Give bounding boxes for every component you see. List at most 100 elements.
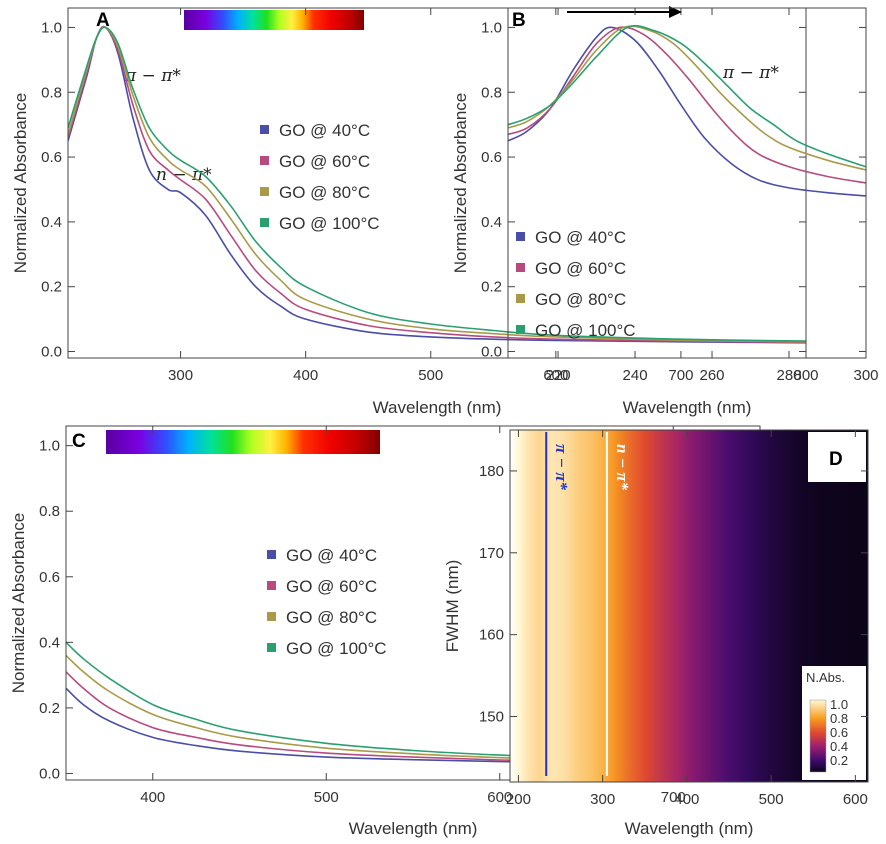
x-tick-label: 300 (853, 367, 878, 384)
y-tick-label: 160 (479, 627, 504, 644)
x-tick-label: 500 (759, 791, 784, 808)
colorbar-tick-label: 0.2 (830, 753, 848, 768)
plot-frame (67, 7, 807, 359)
x-axis-title: Wavelength (nm) (349, 819, 478, 838)
legend-swatch (267, 612, 276, 621)
legend-swatch (260, 187, 269, 196)
x-tick-label: 240 (623, 367, 648, 384)
y-tick-label: 0.6 (39, 569, 60, 586)
colorbar-tick-label: 0.6 (830, 725, 848, 740)
x-tick-label: 500 (418, 367, 443, 384)
colorbar-title: N.Abs. (806, 670, 845, 685)
y-tick-label: 0.8 (481, 84, 502, 101)
y-axis-title: Normalized Absorbance (9, 513, 28, 693)
legend-swatch (260, 125, 269, 134)
colorbar-tick-label: 1.0 (830, 697, 848, 712)
y-tick-label: 0.2 (41, 279, 62, 296)
panel-b: π − π* GO @ 40°C GO @ 60°C GO @ 80°C GO @ 1… (451, 6, 879, 417)
x-axis-title: Wavelength (nm) (623, 398, 752, 417)
legend-label: GO @ 60°C (286, 577, 377, 596)
colorbar (809, 699, 827, 773)
x-tick-label: 400 (674, 791, 699, 808)
x-tick-label: 600 (543, 367, 568, 384)
y-tick-label: 0.4 (41, 214, 62, 231)
legend-swatch (267, 581, 276, 590)
y-axis-title: Normalized Absorbance (451, 93, 470, 273)
colorbar-tick-label: 0.8 (830, 711, 848, 726)
shift-arrow-head (669, 6, 682, 18)
y-tick-label: 170 (479, 545, 504, 562)
x-tick-label: 400 (293, 367, 318, 384)
plot-frame (509, 429, 869, 783)
panel-letter: C (72, 431, 86, 452)
y-tick-label: 0.0 (39, 765, 60, 782)
marker-label: n − π* (613, 444, 632, 491)
x-tick-label: 200 (506, 791, 531, 808)
y-tick-label: 0.0 (481, 344, 502, 361)
legend-swatch (516, 294, 525, 303)
legend-swatch (516, 325, 525, 334)
x-tick-label: 220 (546, 367, 571, 384)
panel-a: π − π* n − π* GO @ 40°CGO @ 60°CGO @ 80°… (11, 7, 819, 417)
legend-label: GO @ 100°C (286, 639, 387, 658)
legend-swatch (516, 263, 525, 272)
panel-letter: A (96, 10, 110, 31)
y-tick-label: 1.0 (41, 19, 62, 36)
y-tick-label: 1.0 (481, 19, 502, 36)
y-axis-title: Normalized Absorbance (11, 93, 30, 273)
y-tick-label: 1.0 (39, 438, 60, 455)
x-tick-label: 600 (487, 789, 512, 806)
legend-label: GO @ 100°C (279, 214, 380, 233)
legend-label: GO @ 40°C (279, 121, 370, 140)
legend-label: GO @ 100°C (535, 321, 636, 340)
x-tick-label: 280 (776, 367, 801, 384)
panel-letter: D (829, 449, 843, 470)
y-tick-label: 0.8 (39, 503, 60, 520)
y-tick-label: 180 (479, 463, 504, 480)
legend-swatch (267, 550, 276, 559)
x-tick-label: 700 (661, 789, 686, 806)
x-tick-label: 600 (843, 791, 868, 808)
x-tick-label: 700 (668, 367, 693, 384)
series-line (508, 24, 866, 168)
series-line (508, 26, 866, 197)
x-tick-label: 800 (793, 367, 818, 384)
panel-d: π − π* n − π* N.Abs. 1.00.80.60.40.2 200 300 4… (443, 429, 869, 838)
annotation-pi-pi-a: π − π* (124, 66, 181, 86)
x-tick-label: 260 (700, 367, 725, 384)
y-tick-label: 150 (479, 709, 504, 726)
legend-swatch (516, 232, 525, 241)
legend-label: GO @ 60°C (279, 152, 370, 171)
panel-c: GO @ 40°C GO @ 60°C GO @ 80°C GO @ 100°C 400… (9, 425, 761, 838)
panel-letter: B (512, 10, 526, 31)
y-tick-label: 0.8 (41, 84, 62, 101)
plot-frame (507, 7, 867, 359)
legend-label: GO @ 40°C (286, 546, 377, 565)
legend-label: GO @ 80°C (535, 290, 626, 309)
annotation-pi-pi-b: π − π* (722, 63, 779, 83)
y-tick-label: 0.6 (481, 149, 502, 166)
x-tick-label: 400 (140, 789, 165, 806)
x-axis-title: Wavelength (nm) (625, 819, 754, 838)
legend-label: GO @ 80°C (286, 608, 377, 627)
x-tick-label: 300 (168, 367, 193, 384)
x-axis-title: Wavelength (nm) (373, 398, 502, 417)
legend-label: GO @ 80°C (279, 183, 370, 202)
x-tick-label: 300 (590, 791, 615, 808)
series-line (508, 26, 866, 184)
y-tick-label: 0.4 (39, 634, 60, 651)
spectrum-bar-c (106, 430, 380, 454)
legend-swatch (267, 643, 276, 652)
y-tick-label: 0.6 (41, 149, 62, 166)
y-tick-label: 0.2 (481, 279, 502, 296)
y-tick-label: 0.0 (41, 344, 62, 361)
marker-label: π − π* (552, 444, 571, 490)
legend-swatch (260, 156, 269, 165)
y-axis-title: FWHM (nm) (443, 560, 462, 653)
legend-label: GO @ 40°C (535, 228, 626, 247)
panel-letter-box-d (808, 432, 866, 482)
spectrum-bar-a (184, 10, 364, 30)
colorbar-tick-label: 0.4 (830, 739, 848, 754)
y-tick-label: 0.2 (39, 700, 60, 717)
